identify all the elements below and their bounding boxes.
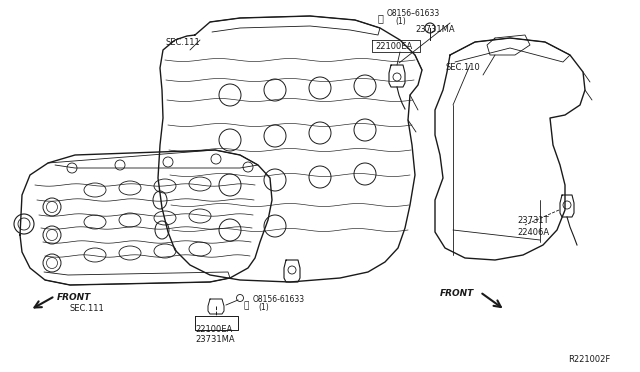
Text: SEC.111: SEC.111 — [70, 304, 105, 313]
Text: (1): (1) — [395, 17, 406, 26]
Text: R221002F: R221002F — [568, 355, 611, 364]
Text: O8156-61633: O8156-61633 — [253, 295, 305, 304]
Text: FRONT: FRONT — [57, 294, 92, 302]
Text: 23731MA: 23731MA — [415, 25, 454, 34]
Text: 23731MA: 23731MA — [195, 335, 235, 344]
Text: SEC.111: SEC.111 — [165, 38, 200, 47]
Text: 22406A: 22406A — [517, 228, 549, 237]
Text: (1): (1) — [258, 303, 269, 312]
Text: SEC.110: SEC.110 — [445, 63, 480, 72]
Text: 23731T: 23731T — [517, 216, 548, 225]
Text: Ⓑ: Ⓑ — [244, 301, 250, 311]
Text: FRONT: FRONT — [440, 289, 474, 298]
Text: Ⓑ: Ⓑ — [378, 13, 384, 23]
Text: 22100EA: 22100EA — [375, 42, 412, 51]
Text: O8156–61633: O8156–61633 — [387, 9, 440, 18]
Text: 22100EA: 22100EA — [195, 325, 232, 334]
